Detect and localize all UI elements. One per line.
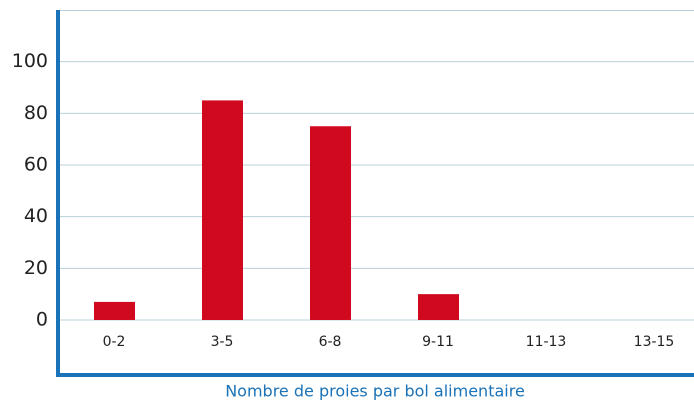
bar (310, 126, 351, 320)
bar (418, 294, 459, 320)
y-tick-label: 0 (36, 308, 48, 330)
x-tick-label: 9-11 (422, 334, 454, 350)
x-tick-label: 3-5 (211, 334, 234, 350)
x-tick-label: 0-2 (103, 334, 126, 350)
bar (202, 100, 243, 320)
bar (94, 301, 135, 320)
y-tick-label: 60 (24, 153, 48, 175)
y-tick-label: 40 (24, 205, 48, 227)
x-tick-label: 11-13 (526, 334, 567, 350)
y-tick-label: 80 (24, 102, 48, 124)
y-tick-label: 20 (24, 257, 48, 279)
y-tick-label: 100 (12, 50, 48, 72)
x-tick-label: 6-8 (319, 334, 342, 350)
x-tick-label: 13-15 (634, 334, 675, 350)
x-axis-title: Nombre de proies par bol alimentaire (225, 382, 525, 401)
